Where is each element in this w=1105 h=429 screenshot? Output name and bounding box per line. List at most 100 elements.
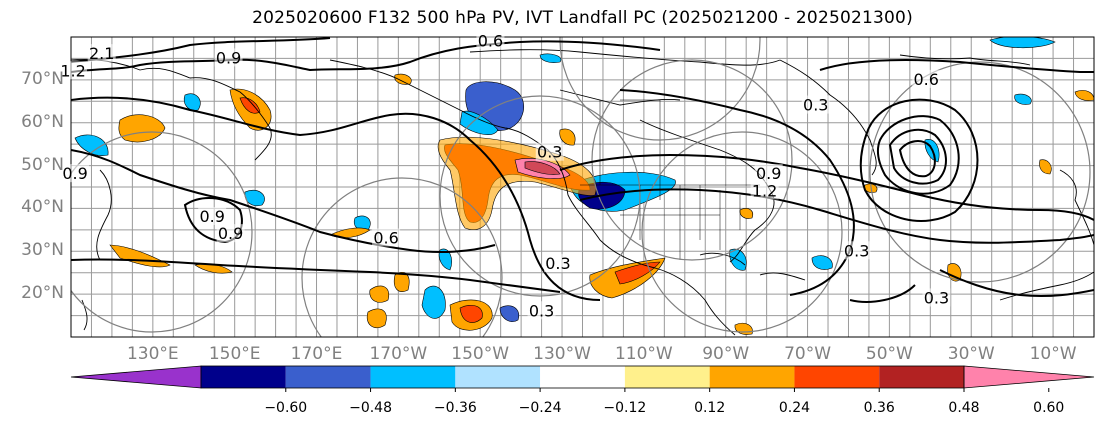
pv-contour [849, 284, 916, 303]
colorbar-segment [624, 366, 710, 388]
shading-patch [1074, 90, 1094, 101]
pv-contour [898, 140, 936, 178]
shading-patch [559, 128, 576, 146]
contour-label-bg [543, 254, 572, 273]
shading-patch [811, 255, 833, 270]
state-borders [580, 99, 760, 260]
longitude-label: 130°W [533, 344, 591, 364]
latitude-label: 40°N [21, 197, 64, 218]
contour-label: 0.9 [216, 48, 241, 67]
reference-circle [591, 59, 793, 261]
colorbar-segment [794, 366, 880, 388]
pv-contour [819, 59, 1094, 73]
latitude-label: 20°N [21, 283, 64, 304]
pv-contours [71, 37, 1094, 303]
colorbar-segment [370, 366, 456, 388]
contour-labels: 0.62.11.20.90.90.90.9 0.60.30.30.30.60.30… [59, 31, 951, 320]
shading-patch [989, 37, 1056, 49]
contour-label-bg [535, 142, 564, 161]
longitude-label: 150°E [208, 344, 261, 364]
colorbar-segment [709, 366, 795, 388]
colorbar-segment [285, 366, 371, 388]
colorbar-tick-label: −0.48 [349, 400, 392, 416]
pv-contour [619, 89, 855, 296]
contour-label: 0.3 [924, 288, 949, 307]
longitude-label: 30°W [947, 344, 995, 364]
colorbar-tick-label: 0.12 [694, 400, 726, 416]
reference-circle [439, 95, 641, 297]
contour-label: 0.3 [844, 241, 869, 260]
colorbar-tick-label: 0.36 [863, 400, 895, 416]
shading-patch [438, 248, 452, 271]
reference-circle [71, 131, 253, 333]
map-title: 2025020600 F132 500 hPa PV, IVT Landfall… [252, 8, 913, 28]
colorbar-segment [879, 366, 964, 388]
pv-contour [888, 128, 947, 185]
colorbar-extend-low [70, 365, 202, 389]
colorbar-segment [201, 366, 286, 388]
shading-patch [394, 73, 412, 85]
contour-label: 0.3 [537, 143, 562, 162]
pv-contour [71, 96, 601, 301]
longitude-label: 170°W [369, 344, 428, 364]
colorbar-tick-label: 0.24 [778, 400, 811, 416]
shading-patch [239, 97, 261, 114]
colorbar-extend-high [963, 365, 1095, 389]
latitude-label: 50°N [21, 154, 64, 175]
shading-patch [366, 308, 387, 329]
latitude-label: 60°N [21, 111, 64, 132]
contour-label-bg [842, 241, 871, 260]
colorbar-segment [455, 366, 541, 388]
colorbar-tick-label: −0.36 [433, 400, 477, 416]
colorbar-tick-label: 0.60 [1033, 400, 1065, 416]
coastline [329, 59, 736, 336]
contour-label-bg [750, 181, 779, 200]
contour-label-bg [527, 301, 556, 320]
reference-circle [869, 61, 1091, 283]
contour-label-bg [372, 228, 401, 247]
colorbar-tick-label: 0.48 [948, 400, 980, 416]
shading-patch [369, 285, 390, 303]
contour-label: 0.9 [199, 207, 224, 226]
shading-patch [539, 53, 562, 63]
shading-patch [74, 134, 109, 156]
longitude-label: 50°W [865, 344, 913, 364]
pv-contour [876, 115, 960, 195]
longitude-label: 10°W [1029, 344, 1077, 364]
map-frame [70, 36, 1095, 338]
pv-contour [71, 149, 496, 254]
contour-label-bg [59, 61, 88, 80]
contour-label: 0.3 [529, 301, 554, 320]
pv-contour [859, 98, 979, 222]
shading-patch [1039, 159, 1052, 175]
contour-label: 0.3 [545, 254, 570, 273]
state-border [580, 99, 760, 260]
pv-contour [559, 153, 1094, 221]
longitude-label: 170°E [290, 344, 343, 364]
pv-contour [71, 258, 561, 293]
shading-patch [524, 161, 561, 175]
pv-contour [71, 40, 661, 73]
contour-label: 2.1 [89, 44, 114, 63]
reference-circles [71, 37, 1091, 337]
shading-patch [1014, 93, 1032, 105]
coastline [71, 59, 272, 331]
contour-label-bg [912, 69, 941, 88]
contour-label: 0.6 [914, 70, 939, 89]
contour-label: 0.9 [756, 164, 781, 183]
contour-label: 0.6 [373, 228, 398, 247]
contour-label-bg [198, 207, 227, 225]
colorbar-tick-label: −0.24 [518, 400, 562, 416]
contour-label: 0.6 [478, 31, 503, 50]
longitude-label: 150°W [451, 344, 510, 364]
longitude-label: 90°W [702, 344, 750, 364]
shading-patch [393, 271, 410, 292]
contour-label-bg [476, 31, 505, 50]
longitude-label: 110°W [614, 344, 673, 364]
shading-patch [421, 285, 446, 319]
reference-circle [641, 131, 843, 333]
shading-patch [118, 114, 166, 143]
latitude-label: 30°N [21, 240, 64, 261]
contour-label-bg [801, 95, 830, 114]
